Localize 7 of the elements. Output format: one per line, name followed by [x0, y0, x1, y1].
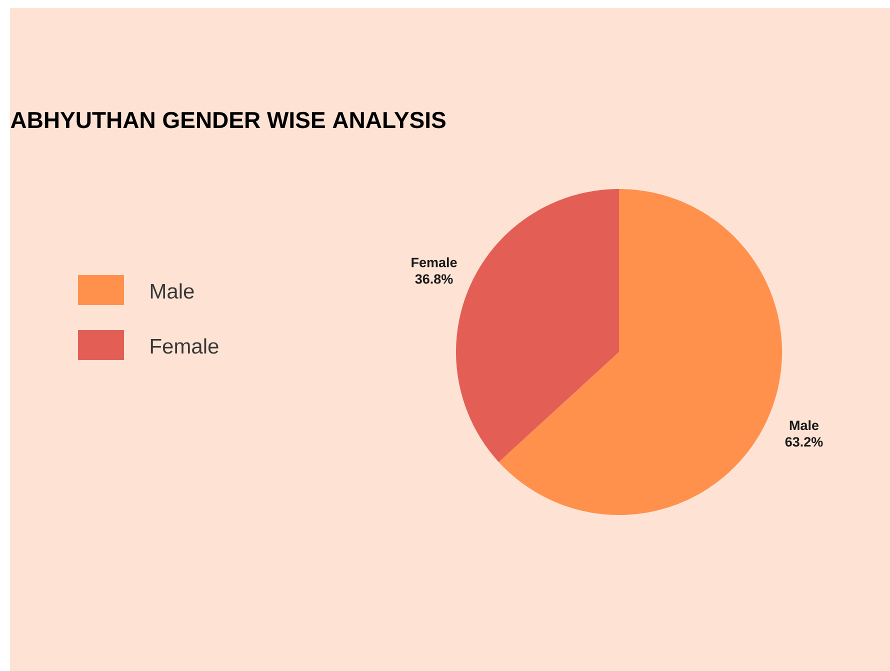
data-label: 63.2% — [785, 437, 823, 447]
chart-title: ABHYUTHAN GENDER WISE ANALYSIS — [10, 112, 446, 128]
legend-label: Male — [150, 283, 194, 299]
legend-label: Female — [150, 338, 218, 354]
slice-label: Female — [412, 257, 457, 268]
data-label: 36.8% — [415, 274, 453, 284]
slice-label: Male — [790, 420, 819, 430]
